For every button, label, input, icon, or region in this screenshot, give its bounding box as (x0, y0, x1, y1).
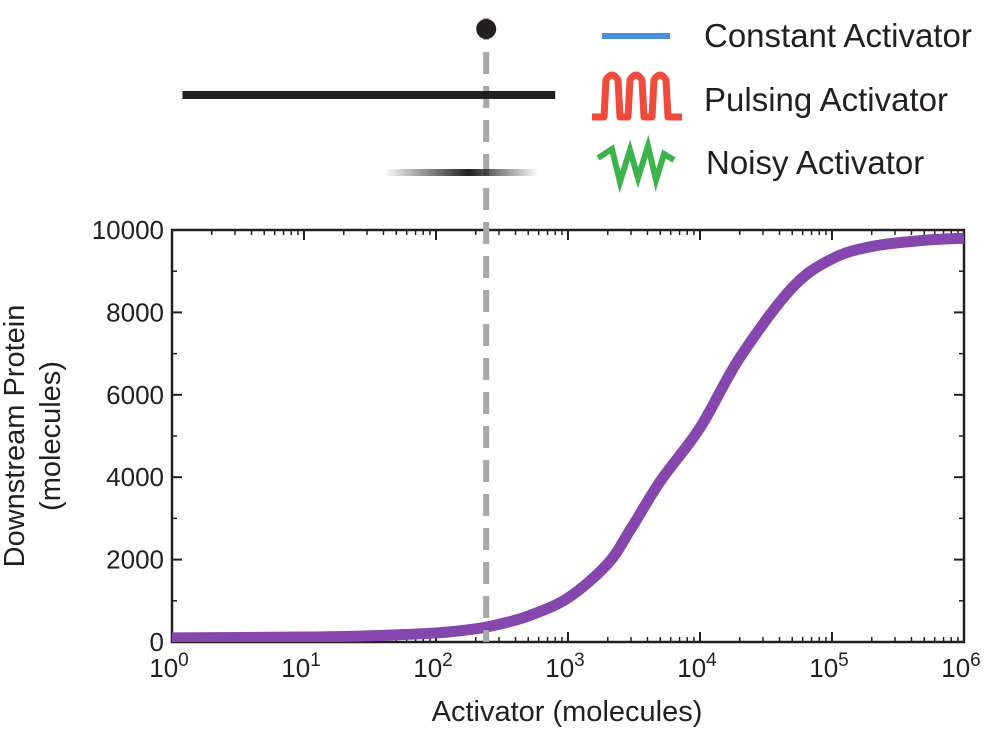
y-tick-label: 2000 (106, 545, 164, 575)
legend-entry-noisy: Noisy Activator (596, 134, 924, 194)
y-axis: 0 2000 4000 6000 8000 10000 (92, 215, 964, 657)
y-tick-label: 0 (150, 627, 164, 657)
x-tick-label: 106 (941, 650, 981, 683)
y-axis-title: Downstream Protein (0, 305, 31, 568)
legend-entry-constant: Constant Activator (602, 17, 972, 54)
legend-label-pulsing: Pulsing Activator (704, 81, 948, 118)
noisy-activator-distribution-marker (383, 169, 539, 176)
x-tick-label: 101 (281, 650, 321, 683)
y-axis-title-units: (molecules) (35, 361, 67, 511)
x-tick-label: 104 (677, 650, 717, 683)
plot-frame (170, 228, 966, 644)
legend-label-noisy: Noisy Activator (706, 144, 924, 181)
legend: Constant Activator Pulsing Activator Noi… (592, 17, 972, 194)
y-tick-label: 8000 (106, 297, 164, 327)
legend-entry-pulsing: Pulsing Activator (592, 71, 948, 121)
y-tick-label: 4000 (106, 462, 164, 492)
y-tick-label: 10000 (92, 215, 164, 245)
x-tick-label: 100 (149, 650, 189, 683)
series-line (172, 232, 964, 642)
x-axis-title: Activator (molecules) (432, 696, 703, 728)
x-tick-label: 103 (545, 650, 585, 683)
constant-activator-marker (476, 19, 497, 39)
pulse-wave-icon (592, 71, 682, 121)
legend-label-constant: Constant Activator (704, 17, 972, 54)
x-tick-label: 105 (809, 650, 849, 683)
zigzag-icon (596, 134, 676, 194)
x-axis: 100 101 102 103 104 105 106 (149, 230, 981, 683)
y-tick-label: 6000 (106, 380, 164, 410)
x-tick-label: 102 (413, 650, 453, 683)
